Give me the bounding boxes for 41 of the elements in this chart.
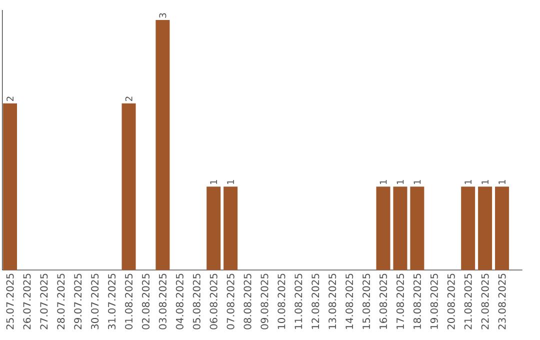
x-tick-label: 19.08.2025 <box>430 274 438 329</box>
x-tick-label: 13.08.2025 <box>328 274 336 329</box>
data-label: 1 <box>380 180 387 184</box>
data-label: 1 <box>414 180 421 184</box>
x-tick-label: 21.08.2025 <box>464 274 472 330</box>
x-tick-label: 20.08.2025 <box>447 274 455 330</box>
x-tick-label: 07.08.2025 <box>226 274 234 330</box>
x-tick-label: 17.08.2025 <box>396 274 404 329</box>
data-label: 1 <box>498 180 506 184</box>
x-tick-label: 04.08.2025 <box>176 274 184 330</box>
data-label: 3 <box>159 13 166 18</box>
x-tick-label: 29.07.2025 <box>74 274 82 330</box>
data-label: 2 <box>125 96 132 102</box>
x-tick-label: 25.07.2025 <box>6 274 14 330</box>
data-label: 1 <box>210 180 217 184</box>
x-tick-label: 02.08.2025 <box>142 274 150 330</box>
x-tick-label: 09.08.2025 <box>260 274 268 330</box>
data-label: 2 <box>6 96 14 102</box>
data-label: 1 <box>227 180 234 184</box>
x-tick-label: 03.08.2025 <box>158 274 166 330</box>
data-label: 1 <box>464 180 472 184</box>
x-tick-label: 06.08.2025 <box>210 274 218 330</box>
x-tick-label: 23.08.2025 <box>498 274 506 330</box>
x-tick-label: 28.07.2025 <box>57 274 65 330</box>
x-tick-label: 16.08.2025 <box>379 274 388 329</box>
x-tick-label: 30.07.2025 <box>91 274 99 330</box>
x-tick-label: 31.07.2025 <box>108 274 116 330</box>
x-tick-label: 08.08.2025 <box>244 274 252 330</box>
x-tick-label: 12.08.2025 <box>312 274 320 329</box>
x-tick-label: 05.08.2025 <box>192 274 200 330</box>
x-tick-label: 18.08.2025 <box>413 274 421 329</box>
data-label: 1 <box>396 180 404 184</box>
x-tick-label: 26.07.2025 <box>23 274 31 330</box>
x-tick-label: 14.08.2025 <box>346 274 354 329</box>
x-tick-label: 10.08.2025 <box>278 274 286 329</box>
x-tick-label: 11.08.2025 <box>294 274 302 329</box>
x-tick-label: 27.07.2025 <box>40 274 48 330</box>
x-tick-label: 15.08.2025 <box>362 274 370 329</box>
data-label: 1 <box>482 180 488 184</box>
x-tick-label: 01.08.2025 <box>124 274 133 330</box>
x-tick-label: 22.08.2025 <box>481 274 489 330</box>
